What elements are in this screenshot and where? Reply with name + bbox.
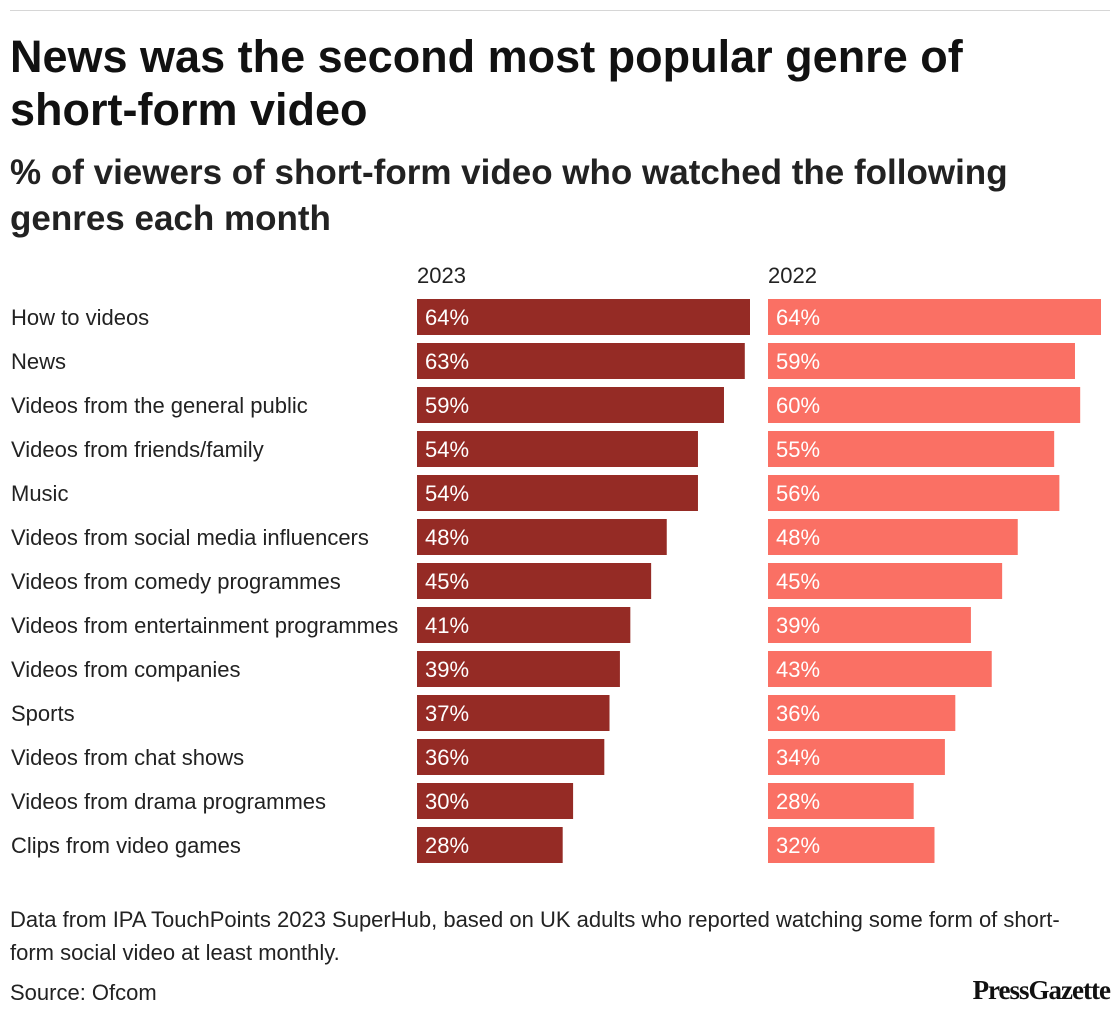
bar-2022-videos-from-comedy-programmes	[768, 563, 1003, 599]
bar-2023-videos-from-entertainment-programmes	[417, 607, 631, 643]
bar-2023-videos-from-companies	[417, 651, 620, 687]
bar-2023-sports	[417, 695, 610, 731]
data-label-2023-videos-from-comedy-programmes: 45%	[425, 569, 469, 594]
bar-2022-music	[768, 475, 1060, 511]
data-label-2023-videos-from-social-media-influencers: 48%	[425, 525, 469, 550]
bar-2022-sports	[768, 695, 956, 731]
data-label-2023-music: 54%	[425, 481, 469, 506]
data-note: Data from IPA TouchPoints 2023 SuperHub,…	[10, 907, 1060, 965]
data-label-2023-videos-from-the-general-public: 59%	[425, 393, 469, 418]
data-label-2023-videos-from-chat-shows: 36%	[425, 745, 469, 770]
category-label-videos-from-entertainment-programmes: Videos from entertainment programmes	[11, 613, 398, 638]
bar-2022-videos-from-friends-family	[768, 431, 1055, 467]
data-label-2022-videos-from-chat-shows: 34%	[776, 745, 820, 770]
bar-2022-videos-from-drama-programmes	[768, 783, 914, 819]
data-label-2022-videos-from-the-general-public: 60%	[776, 393, 820, 418]
bar-2022-videos-from-chat-shows	[768, 739, 945, 775]
bar-2022-how-to-videos	[768, 299, 1101, 335]
data-label-2022-news: 59%	[776, 349, 820, 374]
category-label-videos-from-drama-programmes: Videos from drama programmes	[11, 789, 326, 814]
bar-2022-news	[768, 343, 1075, 379]
bar-2023-videos-from-the-general-public	[417, 387, 724, 423]
data-label-2023-news: 63%	[425, 349, 469, 374]
data-label-2023-clips-from-video-games: 28%	[425, 833, 469, 858]
data-label-2022-music: 56%	[776, 481, 820, 506]
category-label-clips-from-video-games: Clips from video games	[11, 833, 241, 858]
source-text: Source: Ofcom	[10, 980, 157, 1005]
bar-2023-music	[417, 475, 698, 511]
data-label-2022-videos-from-companies: 43%	[776, 657, 820, 682]
bar-2023-videos-from-drama-programmes	[417, 783, 574, 819]
bar-2022-clips-from-video-games	[768, 827, 935, 863]
category-label-music: Music	[11, 481, 68, 506]
data-label-2022-videos-from-entertainment-programmes: 39%	[776, 613, 820, 638]
bar-2023-news	[417, 343, 745, 379]
data-label-2023-how-to-videos: 64%	[425, 305, 469, 330]
bar-2023-videos-from-social-media-influencers	[417, 519, 667, 555]
bar-2023-how-to-videos	[417, 299, 750, 335]
data-label-2023-videos-from-drama-programmes: 30%	[425, 789, 469, 814]
category-label-news: News	[11, 349, 66, 374]
category-label-how-to-videos: How to videos	[11, 305, 149, 330]
data-label-2022-how-to-videos: 64%	[776, 305, 820, 330]
bar-2023-videos-from-chat-shows	[417, 739, 605, 775]
data-label-2023-sports: 37%	[425, 701, 469, 726]
bar-2023-videos-from-comedy-programmes	[417, 563, 652, 599]
chart-subtitle: % of viewers of short-form video who wat…	[10, 153, 1008, 238]
bar-2022-videos-from-companies	[768, 651, 992, 687]
data-label-2023-videos-from-entertainment-programmes: 41%	[425, 613, 469, 638]
data-label-2023-videos-from-friends-family: 54%	[425, 437, 469, 462]
data-label-2023-videos-from-companies: 39%	[425, 657, 469, 682]
series-header-2022: 2022	[768, 263, 817, 288]
bar-2022-videos-from-the-general-public	[768, 387, 1081, 423]
top-rule	[10, 10, 1110, 11]
data-label-2022-videos-from-friends-family: 55%	[776, 437, 820, 462]
bar-2023-clips-from-video-games	[417, 827, 563, 863]
bar-2022-videos-from-social-media-influencers	[768, 519, 1018, 555]
series-header-2023: 2023	[417, 263, 466, 288]
data-label-2022-clips-from-video-games: 32%	[776, 833, 820, 858]
data-label-2022-videos-from-drama-programmes: 28%	[776, 789, 820, 814]
press-gazette-logo: PressGazette	[972, 975, 1111, 1005]
data-label-2022-videos-from-comedy-programmes: 45%	[776, 569, 820, 594]
category-label-videos-from-social-media-influencers: Videos from social media influencers	[11, 525, 369, 550]
data-label-2022-sports: 36%	[776, 701, 820, 726]
bar-2023-videos-from-friends-family	[417, 431, 698, 467]
bar-2022-videos-from-entertainment-programmes	[768, 607, 971, 643]
bar-chart: How to videos News Videos from the general…	[11, 263, 1101, 863]
chart-title: News was the second most popular genre o…	[10, 31, 963, 135]
category-label-videos-from-the-general-public: Videos from the general public	[11, 393, 308, 418]
category-label-videos-from-chat-shows: Videos from chat shows	[11, 745, 244, 770]
category-label-videos-from-companies: Videos from companies	[11, 657, 241, 682]
category-label-sports: Sports	[11, 701, 75, 726]
data-label-2022-videos-from-social-media-influencers: 48%	[776, 525, 820, 550]
category-label-videos-from-comedy-programmes: Videos from comedy programmes	[11, 569, 341, 594]
category-label-videos-from-friends-family: Videos from friends/family	[11, 437, 264, 462]
